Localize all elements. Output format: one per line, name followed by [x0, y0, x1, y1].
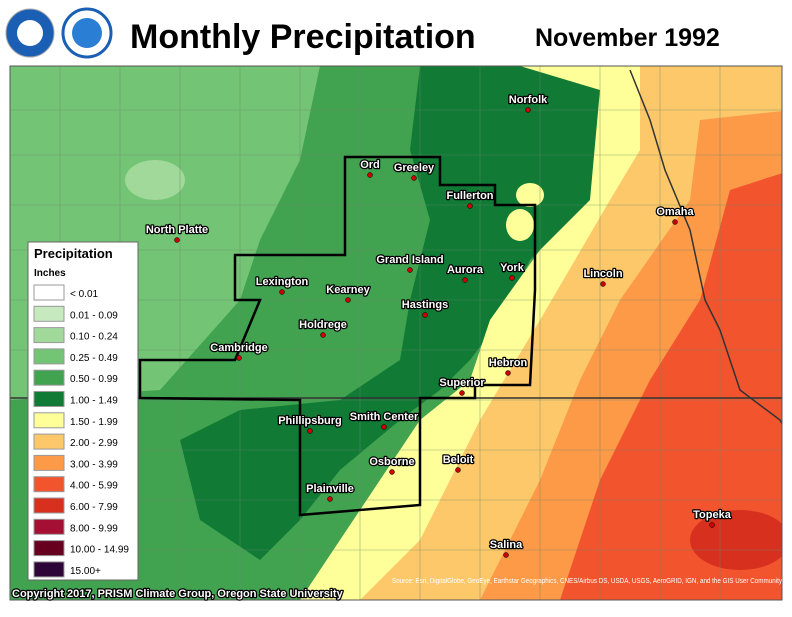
- legend-swatch: [33, 391, 65, 407]
- city-label: Fullerton: [446, 190, 493, 202]
- legend-label: 1.50 - 1.99: [70, 417, 118, 428]
- city-label: Norfolk: [509, 94, 548, 106]
- city-label: Phillipsburg: [278, 415, 342, 427]
- city-label: Hastings: [402, 299, 448, 311]
- legend-swatch: [33, 518, 65, 535]
- map-frame: [9, 65, 783, 601]
- legend-swatch: [33, 369, 65, 386]
- legend-label: 0.25 - 0.49: [70, 353, 118, 364]
- city-dot: [509, 275, 515, 281]
- city-label: Lexington: [256, 276, 309, 288]
- legend-swatch: [33, 454, 65, 471]
- city-dot: [467, 203, 473, 209]
- legend-label: 0.50 - 0.99: [70, 374, 118, 385]
- city-label: York: [500, 262, 525, 274]
- city-dot: [411, 175, 417, 181]
- city-dot: [462, 277, 468, 283]
- city-dot: [236, 355, 242, 361]
- city-dot: [525, 107, 531, 113]
- city-dot: [345, 297, 351, 303]
- city-dot: [503, 552, 509, 558]
- city-label: Grand Island: [376, 254, 443, 266]
- city-dot: [389, 469, 395, 475]
- city-dot: [307, 428, 313, 434]
- legend-swatch: [33, 476, 65, 493]
- legend-swatch: [33, 327, 65, 344]
- logos: [5, 7, 113, 59]
- title: Monthly Precipitation: [130, 18, 476, 56]
- subtitle: November 1992: [535, 24, 720, 52]
- legend-label: 0.01 - 0.09: [70, 310, 118, 321]
- city-dot: [455, 467, 461, 473]
- legend-units: Inches: [34, 268, 66, 279]
- legend-swatch: [33, 412, 65, 429]
- legend-label: 15.00+: [70, 566, 101, 577]
- copyright: Copyright 2017, PRISM Climate Group, Ore…: [12, 588, 344, 600]
- legend-label: < 0.01: [70, 289, 99, 300]
- legend-label: 0.10 - 0.24: [70, 332, 118, 343]
- cities: North Platte Ord Greeley Fullerton Norfolk Le…: [145, 93, 733, 558]
- city-label: Osborne: [369, 456, 414, 468]
- city-label: Plainville: [306, 483, 354, 495]
- legend-title: Precipitation: [34, 246, 113, 261]
- city-label: Hebron: [489, 357, 528, 369]
- legend-label: 6.00 - 7.99: [70, 502, 118, 513]
- city-label: Omaha: [656, 206, 694, 218]
- legend-label: 1.00 - 1.49: [70, 396, 118, 407]
- legend-label: 8.00 - 9.99: [70, 523, 118, 534]
- city-label: Aurora: [447, 264, 484, 276]
- city-label: Kearney: [326, 284, 370, 296]
- city-dot: [381, 424, 387, 430]
- city-dot: [422, 312, 428, 318]
- city-label: Greeley: [394, 162, 435, 174]
- city-label: North Platte: [146, 224, 208, 236]
- legend-label: 2.00 - 2.99: [70, 438, 118, 449]
- city-label: Salina: [490, 539, 523, 551]
- legend-swatch: [33, 561, 65, 578]
- legend-swatch: [33, 305, 65, 322]
- legend-label: 10.00 - 14.99: [70, 545, 129, 556]
- city-dot: [600, 281, 606, 287]
- city-label: Superior: [439, 377, 485, 389]
- legend-swatch: [33, 540, 65, 557]
- city-label: Cambridge: [210, 342, 267, 354]
- city-dot: [672, 219, 678, 225]
- city-dot: [320, 332, 326, 338]
- legend-swatch: [33, 284, 65, 301]
- city-dot: [505, 370, 511, 376]
- city-dot: [407, 267, 413, 273]
- city-label: Lincoln: [583, 268, 622, 280]
- city-label: Beloit: [443, 454, 474, 466]
- legend-swatch: [33, 348, 65, 365]
- city-label: Holdrege: [299, 319, 347, 331]
- city-label: Ord: [360, 159, 380, 171]
- city-dot: [279, 289, 285, 295]
- city-label: Smith Center: [350, 411, 419, 423]
- legend-label: 4.00 - 5.99: [70, 481, 118, 492]
- legend-swatch: [33, 433, 65, 450]
- city-dot: [174, 237, 180, 243]
- city-dot: [459, 390, 465, 396]
- city-label: Topeka: [693, 509, 732, 521]
- legend-label: 3.00 - 3.99: [70, 459, 118, 470]
- legend: Precipitation Inches < 0.01 0.01 - 0.09 0.…: [27, 241, 139, 581]
- city-dot: [367, 172, 373, 178]
- source: Source: Esri, DigitalGlobe, GeoEye, Eart…: [392, 578, 782, 585]
- legend-swatch: [33, 497, 65, 514]
- city-dot: [709, 522, 715, 528]
- city-dot: [327, 496, 333, 502]
